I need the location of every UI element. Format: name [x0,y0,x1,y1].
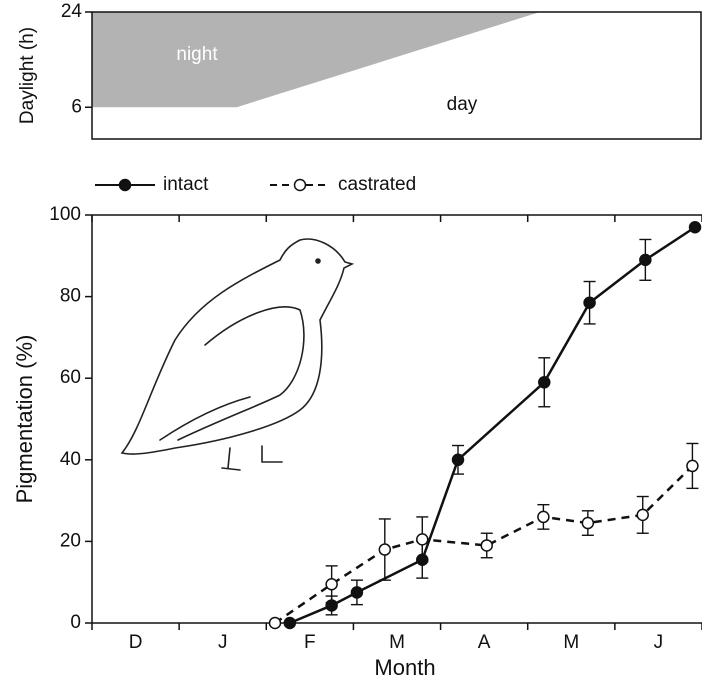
data-point [325,577,338,591]
day-label: day [447,94,478,115]
legend-marker [118,178,132,192]
x-axis-label: Month [374,655,435,680]
night-label: night [176,44,218,65]
night-area [92,12,540,108]
y-tick-label: 20 [60,530,81,551]
data-point [538,376,551,389]
y-tick-label: 80 [60,286,81,307]
panel-frame [91,11,702,140]
y-tick-label: 100 [49,204,81,225]
y-axis-label: Daylight (h) [17,27,38,124]
data-point [350,586,364,599]
data-point [268,616,282,630]
x-tick-label: J [654,632,664,653]
data-point [283,616,297,630]
data-point [639,253,652,267]
data-point [378,543,392,556]
data-point [416,533,429,546]
data-point [581,516,595,530]
y-tick-label: 24 [61,1,83,22]
x-tick-label: A [478,632,491,653]
y-axis-label: Pigmentation (%) [12,335,37,504]
series-line [289,226,696,625]
x-tick-label: F [304,632,316,653]
x-tick-label: M [563,632,579,653]
y-tick-label: 0 [70,612,81,633]
series-line [274,465,694,625]
legend-label: castrated [338,174,416,195]
legend-marker [293,178,307,192]
ptarmigan-drawing [120,238,355,471]
x-tick-label: J [218,632,228,653]
data-point [537,510,550,524]
data-point [688,220,702,234]
x-tick-label: M [389,632,405,653]
y-tick-label: 40 [60,449,81,470]
data-point [636,508,649,522]
data-point [583,296,596,309]
data-point [451,453,465,467]
x-tick-label: D [129,632,143,653]
data-point [480,539,494,552]
y-tick-label: 60 [60,367,81,388]
y-tick-label: 6 [71,96,82,117]
legend-label: intact [163,174,209,195]
data-point [686,459,699,473]
